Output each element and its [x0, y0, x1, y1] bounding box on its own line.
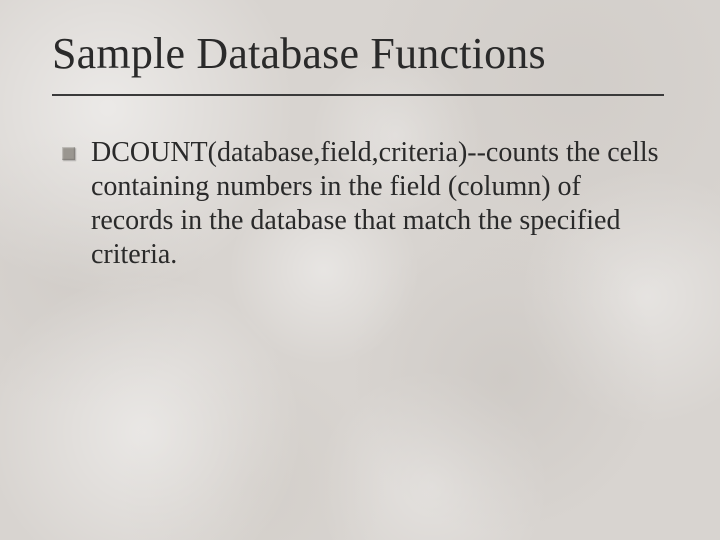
title-underline [52, 94, 664, 96]
slide-title: Sample Database Functions [52, 28, 680, 79]
bullet-item: DCOUNT(database,field,criteria)--counts … [62, 136, 660, 273]
slide-body: DCOUNT(database,field,criteria)--counts … [62, 136, 660, 273]
slide: Sample Database Functions DCOUNT(databas… [0, 0, 720, 540]
square-bullet-icon [62, 147, 75, 160]
bullet-text: DCOUNT(database,field,criteria)--counts … [91, 136, 660, 273]
